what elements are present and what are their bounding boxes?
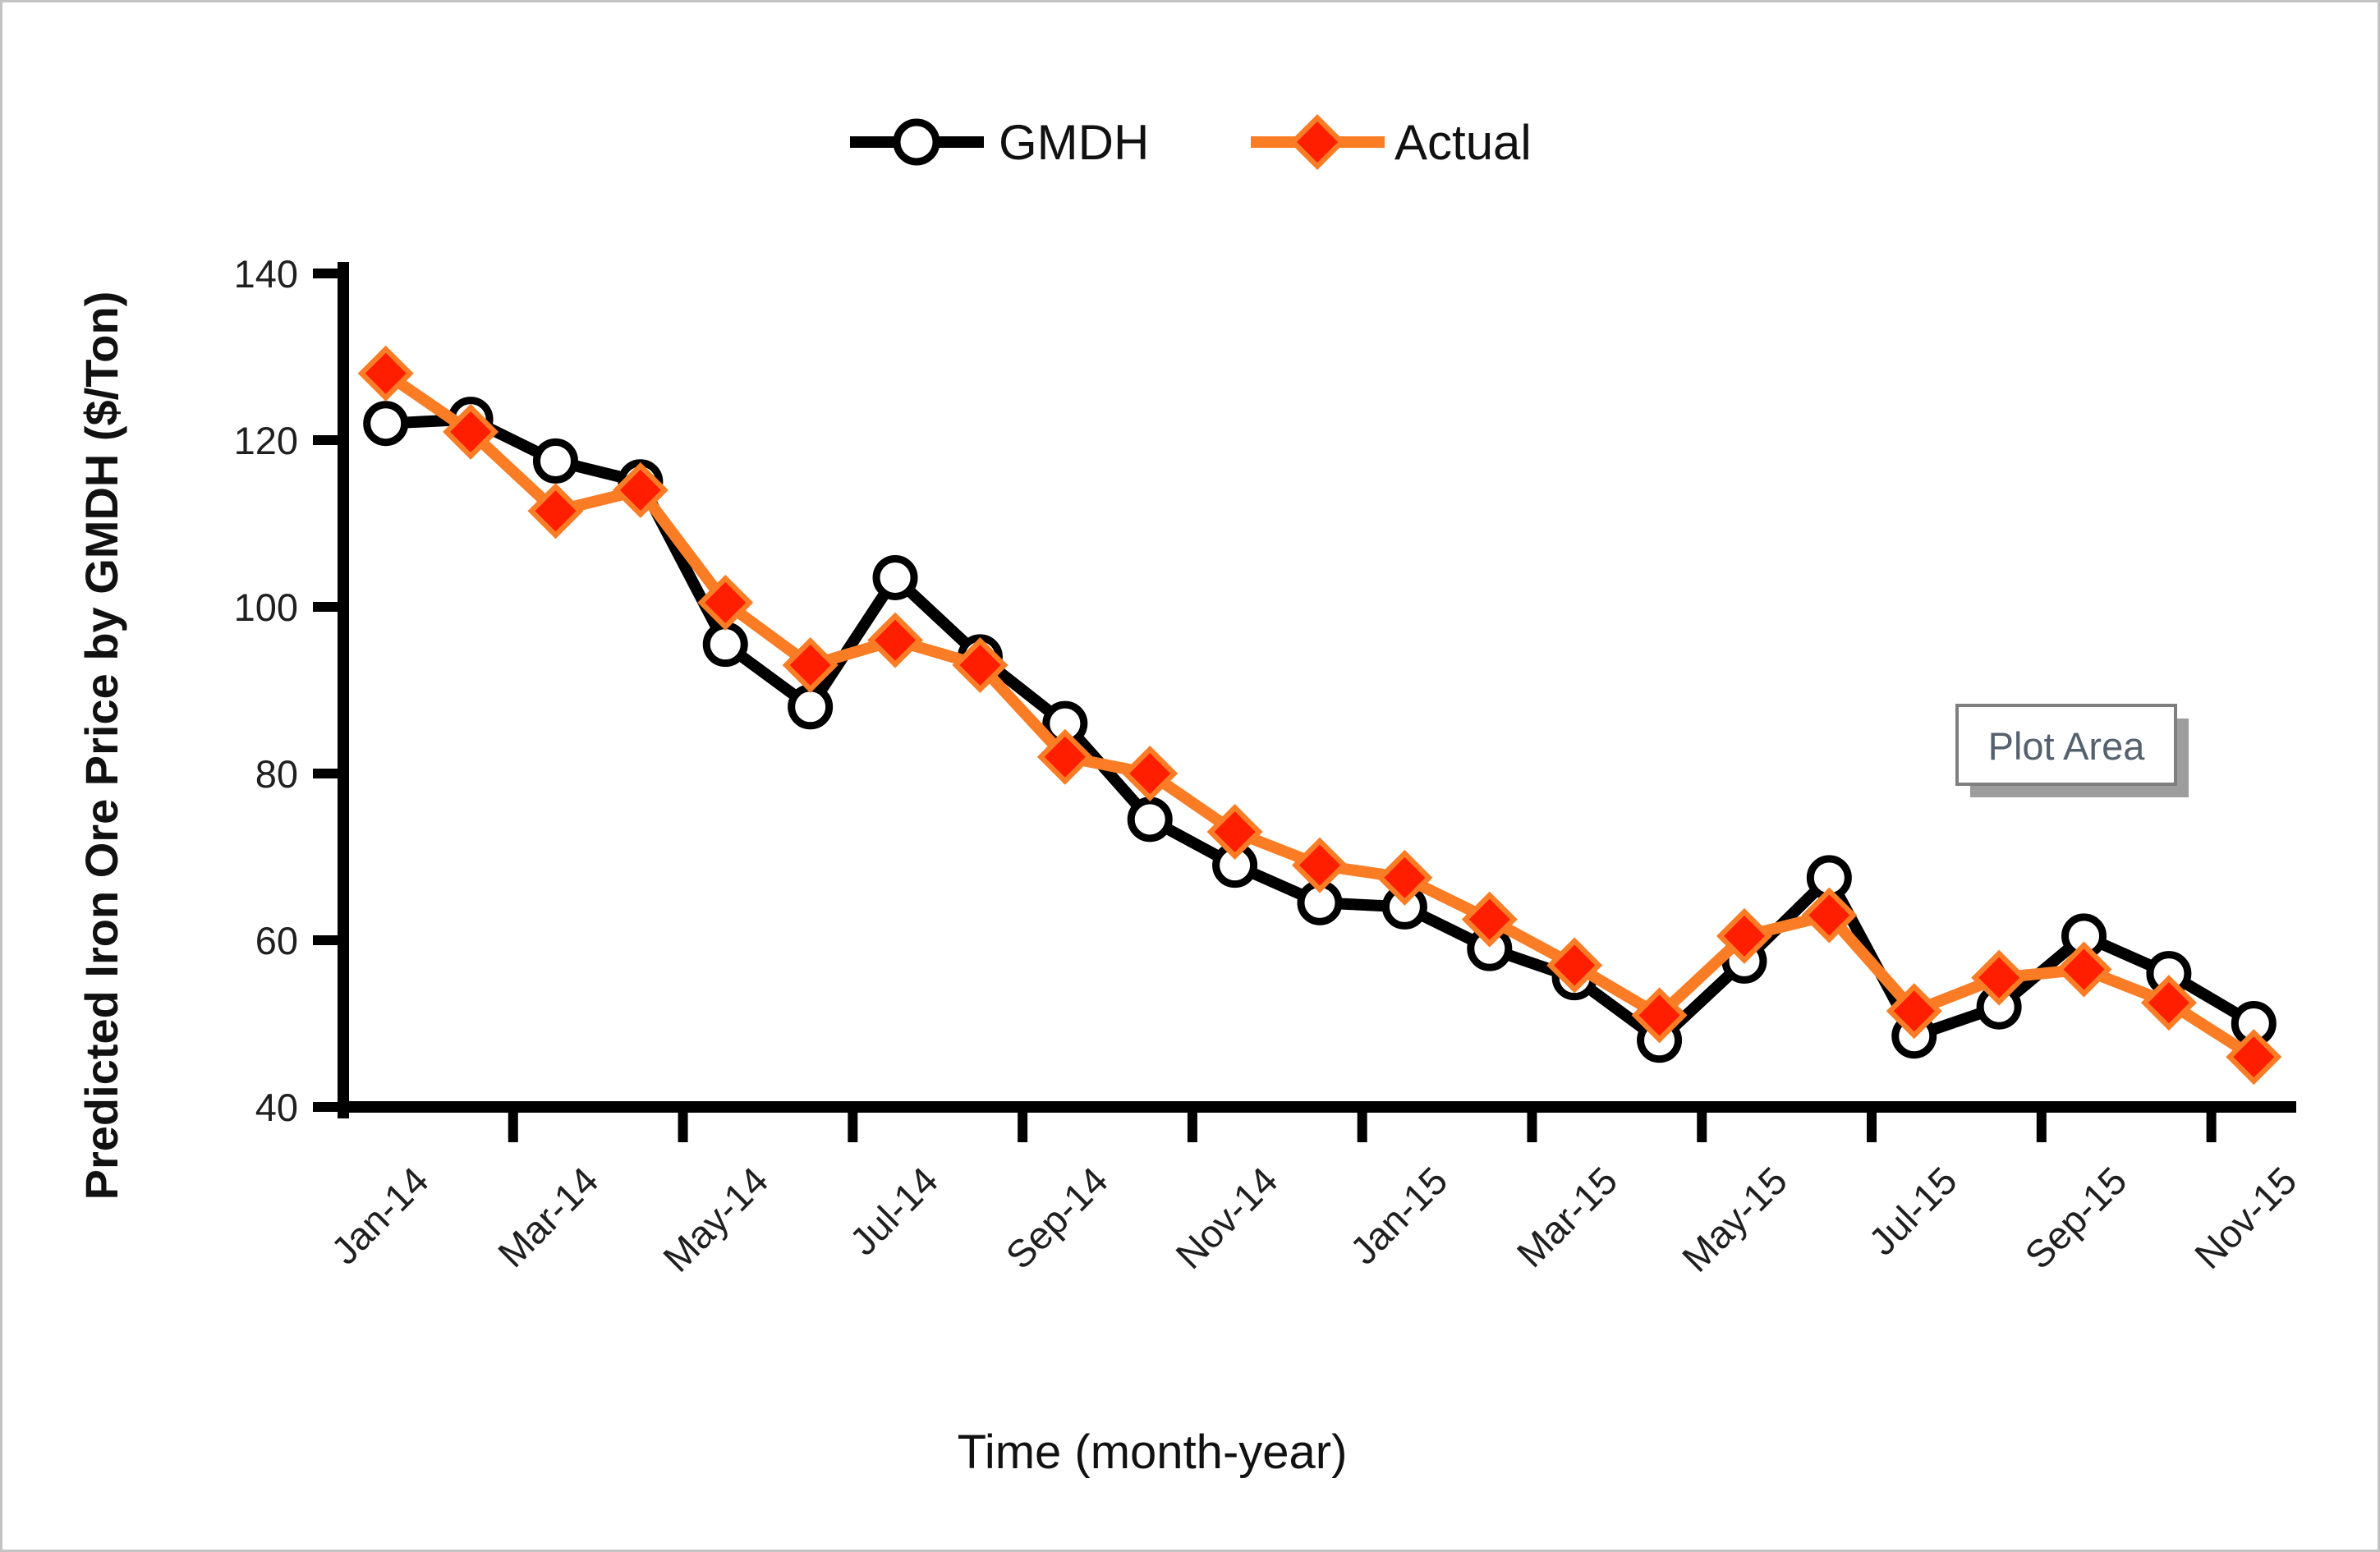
actual-marker — [2148, 982, 2189, 1024]
x-tick — [1867, 1113, 1877, 1142]
actual-marker — [619, 469, 661, 511]
y-tick — [313, 269, 338, 278]
legend-item-gmdh[interactable]: GMDH — [850, 115, 1149, 170]
x-tick — [848, 1113, 858, 1142]
legend-item-actual[interactable]: Actual — [1251, 114, 1532, 170]
actual-marker — [705, 581, 747, 623]
series-layer — [357, 345, 2282, 1086]
actual-marker — [1129, 753, 1171, 794]
actual-marker — [1638, 994, 1680, 1036]
legend-label-actual: Actual — [1394, 115, 1532, 170]
actual-marker — [1299, 844, 1340, 886]
actual-marker — [875, 619, 917, 661]
x-tick-label: Jan-15 — [1341, 1159, 1455, 1273]
gmdh-legend-marker-icon — [893, 118, 940, 166]
y-tick-label: 80 — [255, 752, 298, 796]
y-tick — [313, 769, 338, 778]
gmdh-marker — [1127, 797, 1173, 843]
actual-marker — [1723, 915, 1765, 957]
y-tick — [313, 602, 338, 612]
actual-marker — [1214, 811, 1256, 853]
y-axis — [338, 262, 349, 1118]
plot-area-tooltip-text: Plot Area — [1988, 724, 2146, 768]
actual-marker — [959, 645, 1001, 686]
x-tick — [2036, 1113, 2047, 1142]
y-tick-label: 100 — [234, 585, 298, 629]
actual-marker — [1978, 957, 2020, 999]
x-tick-label: Nov-15 — [2186, 1159, 2305, 1278]
x-tick-label: Sep-15 — [2016, 1159, 2135, 1278]
x-axis — [338, 1101, 2296, 1113]
y-tick — [313, 435, 338, 445]
series-actual — [357, 345, 2282, 1086]
gmdh-marker — [788, 684, 834, 730]
y-tick-label: 140 — [234, 252, 298, 296]
gmdh-marker — [532, 438, 578, 484]
actual-marker — [1384, 856, 1426, 898]
y-tick-label: 60 — [255, 919, 298, 962]
y-tick-label: 40 — [255, 1086, 298, 1129]
actual-marker — [2233, 1036, 2275, 1078]
x-tick-label: Jan-14 — [323, 1159, 437, 1273]
x-tick-label: Sep-14 — [997, 1159, 1116, 1278]
x-tick-label: Mar-14 — [489, 1159, 607, 1276]
actual-legend-marker-icon — [1297, 122, 1338, 163]
actual-marker — [535, 490, 577, 532]
actual-marker — [789, 645, 831, 686]
x-tick — [508, 1113, 518, 1142]
x-tick — [1697, 1113, 1707, 1142]
x-tick — [1018, 1113, 1028, 1142]
legend: GMDH Actual — [850, 114, 1532, 170]
actual-marker — [1893, 990, 1935, 1032]
x-tick-label: Mar-15 — [1508, 1159, 1625, 1276]
y-tick — [313, 935, 338, 945]
x-tick-label: May-14 — [655, 1159, 776, 1280]
actual-marker — [1808, 894, 1850, 936]
y-tick — [313, 1102, 338, 1112]
x-tick-label: Nov-14 — [1167, 1159, 1286, 1278]
x-tick — [1187, 1113, 1197, 1142]
plot-area-tooltip-box — [1955, 704, 2177, 786]
y-tick-label: 120 — [234, 419, 298, 462]
x-tick-label: Jul-14 — [841, 1159, 946, 1264]
plot-area-tooltip[interactable]: Plot Area — [1955, 704, 2189, 797]
x-tick — [678, 1113, 688, 1142]
actual-marker — [365, 352, 407, 394]
actual-marker — [1468, 898, 1510, 940]
actual-marker — [1044, 736, 1086, 778]
actual-marker — [1554, 944, 1596, 986]
x-tick-label: Jul-15 — [1860, 1159, 1965, 1264]
y-axis-title: Predicted Iron Ore Price by GMDH ($/Ton) — [76, 292, 127, 1201]
x-tick — [2206, 1113, 2217, 1142]
x-tick-label: May-15 — [1674, 1159, 1795, 1280]
x-tick — [1527, 1113, 1537, 1142]
legend-label-gmdh: GMDH — [999, 115, 1149, 170]
gmdh-marker — [702, 622, 748, 668]
gmdh-marker — [872, 554, 918, 600]
x-axis-title: Time (month-year) — [958, 1426, 1348, 1479]
gmdh-marker — [363, 401, 409, 447]
actual-marker — [2063, 948, 2105, 990]
x-tick — [1357, 1113, 1367, 1142]
